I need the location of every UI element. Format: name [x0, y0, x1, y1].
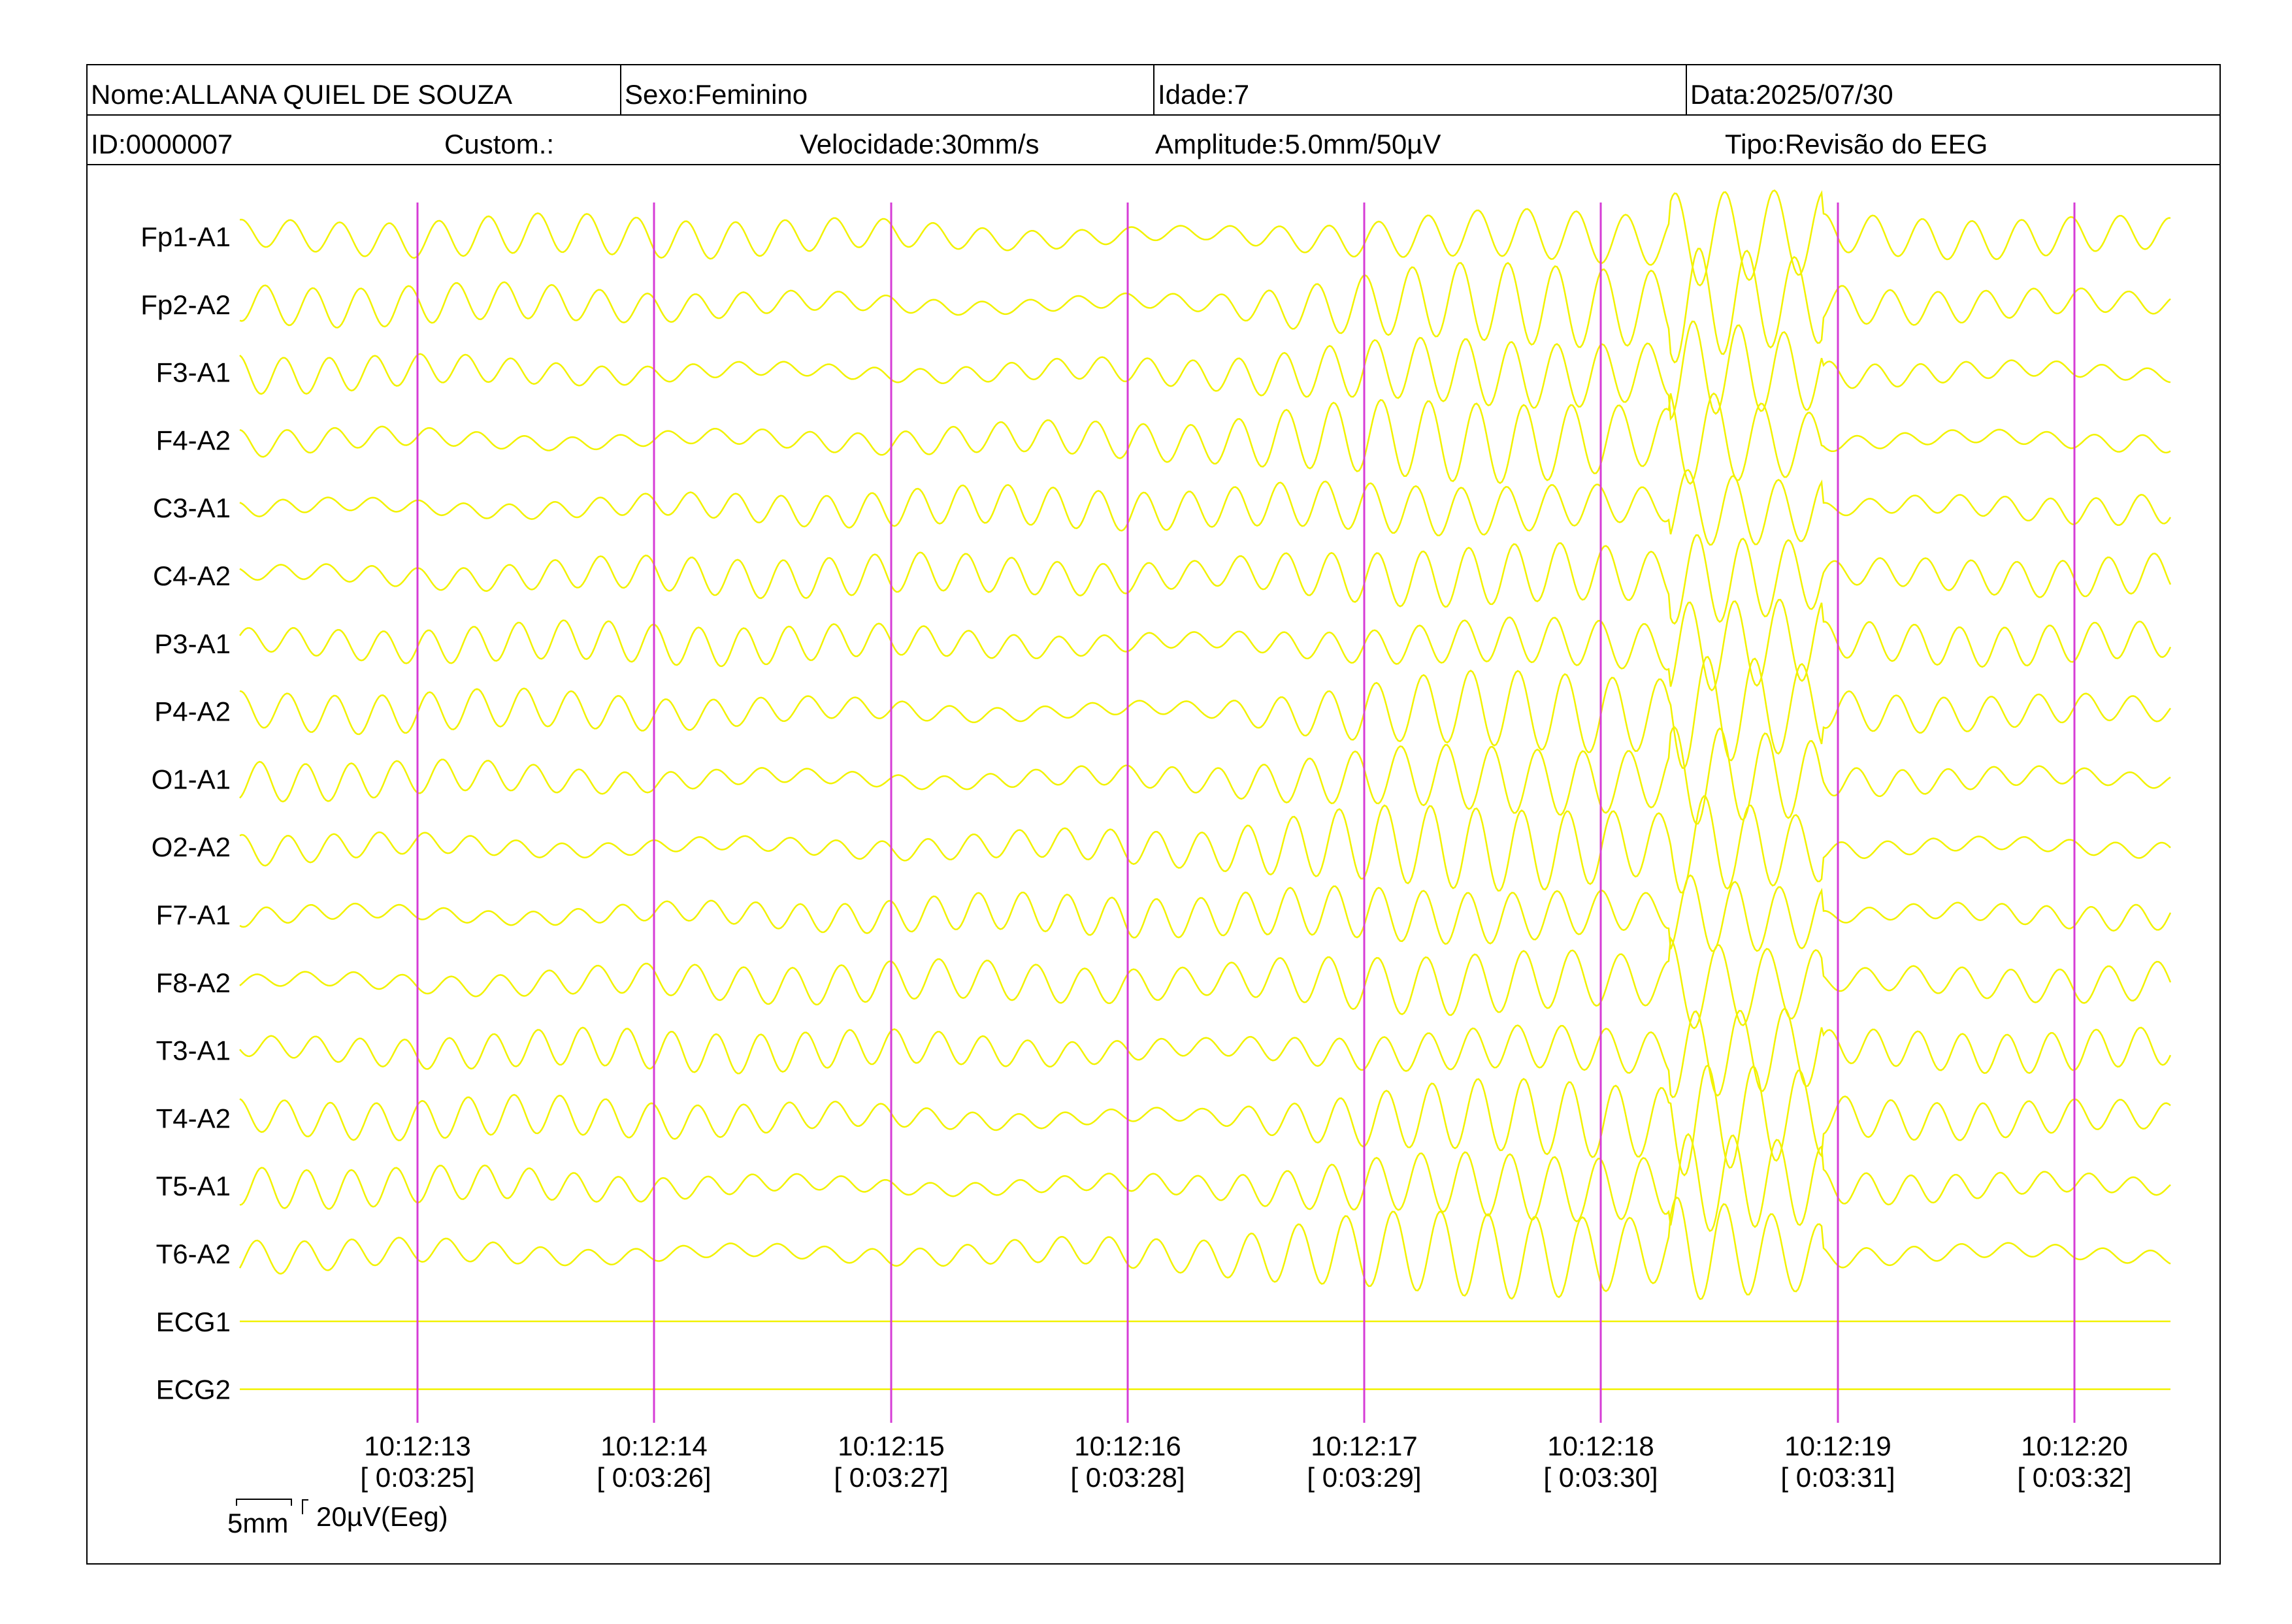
channel-label: Fp1-A1	[140, 221, 231, 252]
traces	[238, 189, 2172, 1390]
eeg-trace	[239, 189, 2171, 287]
time-label: 10:12:16	[1074, 1431, 1181, 1461]
elapsed-label: [ 0:03:30]	[1543, 1462, 1658, 1493]
channel-label: P3-A1	[154, 628, 231, 659]
channel-label: O2-A2	[152, 832, 231, 862]
eeg-trace	[239, 320, 2171, 421]
eeg-trace	[239, 935, 2172, 1030]
channel-label: P4-A2	[154, 696, 231, 727]
amplitude-scale: 20µV(Eeg)	[316, 1501, 448, 1532]
channel-label: T5-A1	[156, 1171, 231, 1201]
channel-label: ECG2	[156, 1374, 231, 1405]
elapsed-label: [ 0:03:27]	[834, 1462, 948, 1493]
channel-label: T6-A2	[156, 1239, 231, 1269]
eeg-trace	[238, 598, 2172, 692]
eeg-trace	[239, 392, 2171, 485]
sex: Sexo:Feminino	[625, 79, 808, 110]
elapsed-label: [ 0:03:26]	[597, 1462, 711, 1493]
elapsed-label: [ 0:03:31]	[1780, 1462, 1895, 1493]
scale-bar	[236, 1499, 292, 1506]
eeg-trace	[239, 726, 2171, 825]
speed: Velocidade:30mm/s	[800, 129, 1040, 159]
channel-label: ECG1	[156, 1307, 231, 1337]
eeg-trace	[239, 248, 2171, 364]
time-label: 10:12:13	[364, 1431, 471, 1461]
eeg-trace	[239, 1133, 2171, 1232]
elapsed-label: [ 0:03:28]	[1070, 1462, 1185, 1493]
time-label: 10:12:15	[838, 1431, 945, 1461]
time-label: 10:12:20	[2021, 1431, 2128, 1461]
channel-label: C3-A1	[153, 493, 231, 523]
date: Data:2025/07/30	[1690, 79, 1893, 110]
eeg-trace	[239, 534, 2172, 625]
custom: Custom.:	[444, 129, 554, 159]
patient-name: Nome:ALLANA QUIEL DE SOUZA	[91, 79, 512, 110]
elapsed-label: [ 0:03:29]	[1307, 1462, 1421, 1493]
elapsed-label: [ 0:03:25]	[360, 1462, 474, 1493]
eeg-trace	[239, 1064, 2171, 1177]
eeg-trace	[239, 1007, 2172, 1099]
channel-label: F4-A2	[156, 425, 231, 455]
amplitude: Amplitude:5.0mm/50µV	[1155, 129, 1441, 159]
eeg-trace	[239, 468, 2172, 546]
channel-label: F3-A1	[156, 357, 231, 388]
eeg-trace	[239, 874, 2172, 952]
channel-label: C4-A2	[153, 560, 231, 591]
eeg-trace	[238, 1196, 2171, 1301]
time-scale: 5mm	[227, 1508, 288, 1538]
channel-label: T3-A1	[156, 1035, 231, 1066]
time-label: 10:12:17	[1311, 1431, 1418, 1461]
time-label: 10:12:19	[1784, 1431, 1891, 1461]
channel-label: Fp2-A2	[140, 289, 231, 320]
scale-bar	[302, 1499, 308, 1514]
channel-label: O1-A1	[152, 764, 231, 794]
channel-label: F7-A1	[156, 900, 231, 930]
time-label: 10:12:18	[1547, 1431, 1654, 1461]
channel-label: T4-A2	[156, 1103, 231, 1133]
channel-label: F8-A2	[156, 967, 231, 998]
eeg-trace	[239, 656, 2172, 770]
time-label: 10:12:14	[600, 1431, 708, 1461]
age: Idade:7	[1158, 79, 1249, 110]
elapsed-label: [ 0:03:32]	[2017, 1462, 2131, 1493]
patient-id: ID:0000007	[91, 129, 233, 159]
eeg-trace	[239, 795, 2171, 894]
time-marks: 10:12:13[ 0:03:25] 10:12:14[ 0:03:26] 10:1…	[360, 203, 2132, 1493]
type: Tipo:Revisão do EEG	[1725, 129, 1988, 159]
